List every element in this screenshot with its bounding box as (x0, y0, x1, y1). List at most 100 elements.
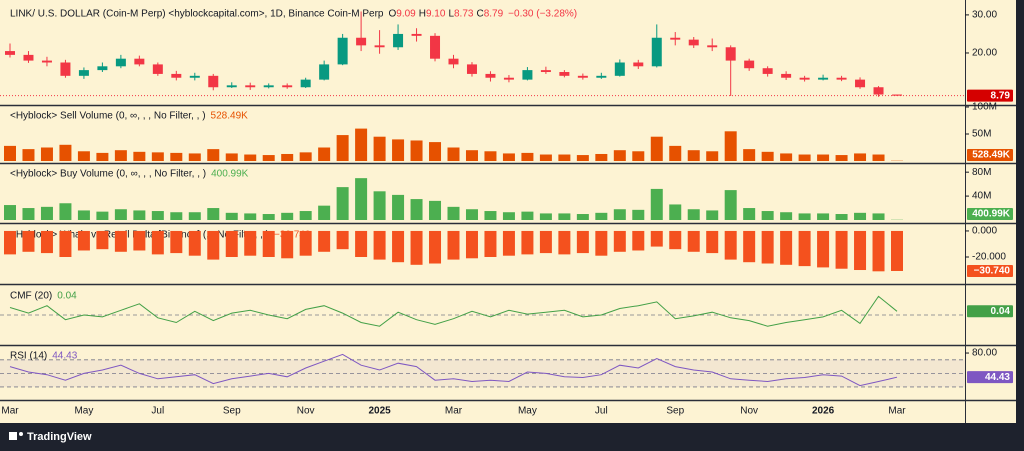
bar (59, 230, 72, 257)
candle-body (836, 77, 847, 80)
bar (429, 200, 442, 220)
bar (4, 230, 16, 255)
label-text: 528.49K (972, 150, 1011, 161)
bar (761, 211, 774, 220)
candle-body (614, 62, 625, 76)
bar (244, 154, 257, 161)
last-value-label: −30.740 (967, 264, 1013, 277)
bar (336, 187, 349, 220)
bar (96, 152, 109, 161)
candle-body (189, 75, 200, 78)
bar (244, 213, 257, 220)
candle-body (393, 33, 404, 48)
bar (835, 155, 848, 161)
bar (373, 230, 386, 260)
bar (355, 230, 368, 257)
bar (817, 230, 830, 268)
bar (170, 230, 183, 254)
pane-title: <Hyblock> Sell Volume (0, ∞, , , No Filt… (10, 111, 206, 122)
bar (558, 154, 571, 161)
pane-title: RSI (14) (10, 351, 47, 362)
bar (355, 128, 368, 161)
bar (392, 139, 405, 161)
bar (114, 150, 127, 161)
bar (669, 230, 682, 250)
bar (336, 230, 349, 250)
bar (687, 150, 700, 161)
bar (724, 230, 737, 260)
bar (465, 150, 478, 161)
bar (743, 208, 756, 220)
bar (281, 212, 294, 220)
candle-body (781, 73, 792, 78)
candle-body (559, 72, 570, 76)
pane-value: 400.99K (211, 169, 249, 180)
last-value-label: 528.49K (967, 149, 1013, 161)
bar (706, 210, 719, 220)
bar (465, 209, 478, 220)
bar (650, 188, 663, 220)
candle-body (300, 79, 311, 88)
bar (817, 154, 830, 161)
bar (724, 131, 737, 161)
indicator-line (9, 353, 898, 387)
bar (262, 155, 275, 161)
bar (151, 230, 164, 255)
bar (595, 153, 608, 161)
bar (318, 205, 331, 220)
pane-title: CMF (20) (10, 291, 52, 302)
last-value-label: 400.99K (967, 208, 1013, 220)
bar (429, 230, 442, 264)
candle-body (503, 77, 514, 80)
bar (521, 230, 534, 255)
bar (22, 208, 35, 220)
bar (133, 230, 146, 251)
ohlc-value: 8.73 (454, 9, 474, 20)
ohlc-key: L (448, 9, 454, 20)
candle-body (448, 58, 459, 65)
logo-dot (19, 432, 23, 436)
bar (114, 209, 127, 220)
bar (355, 178, 368, 220)
candle-body (633, 62, 644, 67)
bar (410, 140, 423, 161)
bar (798, 230, 811, 267)
candle-body (41, 60, 52, 63)
candle-body (892, 94, 902, 96)
label-box (967, 89, 1013, 102)
bar (96, 211, 109, 220)
last-value-label: 44.43 (967, 371, 1013, 384)
bar (854, 153, 867, 161)
bar (632, 230, 645, 251)
bar (558, 230, 571, 255)
pane-value: 0.04 (57, 291, 77, 302)
label-box (967, 264, 1013, 277)
bar (835, 214, 848, 220)
bar (207, 230, 220, 260)
bar (872, 154, 885, 161)
y-tick-label: 40M (972, 191, 991, 202)
bar (77, 230, 90, 251)
bar (613, 230, 626, 252)
bar (281, 230, 294, 259)
candle-body (744, 60, 755, 69)
candle-body (152, 64, 163, 74)
candle-body (245, 85, 256, 88)
x-tick-label: Jul (595, 406, 608, 417)
bar (761, 230, 774, 264)
bar (817, 213, 830, 220)
bar (4, 205, 16, 220)
bar (392, 230, 405, 263)
bar (188, 153, 201, 161)
bar (410, 230, 423, 265)
last-value-label: 0.04 (967, 305, 1013, 318)
bar (4, 145, 16, 161)
bar (318, 147, 331, 161)
bar (761, 151, 774, 161)
candle-body (577, 75, 588, 78)
bar (613, 150, 626, 161)
bar (872, 230, 885, 272)
bar (207, 149, 220, 161)
y-tick-label: 100M (972, 102, 997, 113)
